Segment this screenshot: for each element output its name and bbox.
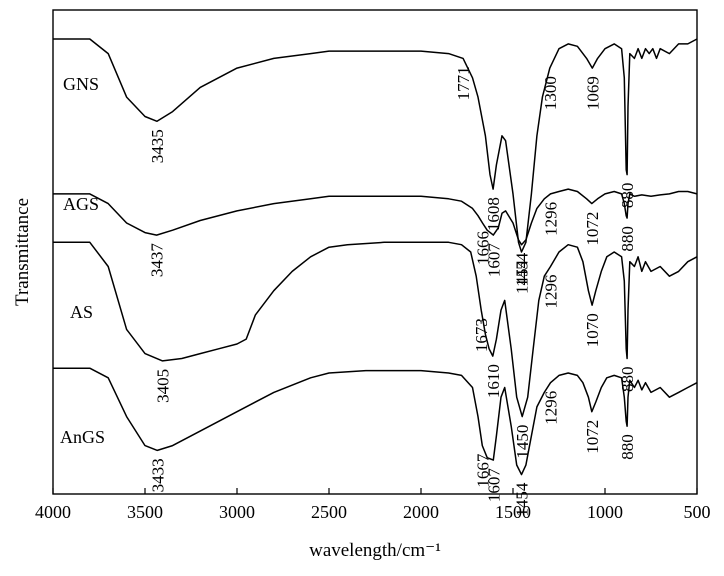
peak-label-angs-880: 880: [618, 434, 637, 460]
x-tick-label-500: 500: [684, 502, 711, 522]
x-tick-label-2500: 2500: [311, 502, 347, 522]
peak-label-angs-1454: 1454: [513, 482, 532, 516]
peak-label-ags-1666: 1666: [474, 231, 493, 265]
peak-label-gns-1454: 1454: [513, 260, 532, 295]
spectra-curves: [53, 38, 698, 476]
peak-label-angs-1072: 1072: [583, 420, 602, 454]
peak-label-ags-1454: 1454: [513, 252, 532, 287]
x-axis-tick-labels: 4000 3500 3000 2500 2000 1500 1000 500: [35, 502, 711, 522]
curve-gns: [53, 38, 698, 253]
peak-label-ags-1072: 1072: [583, 212, 602, 246]
x-axis-title: wavelength/cm⁻¹: [309, 540, 441, 561]
peak-label-angs-3433: 3433: [148, 458, 167, 492]
curve-as: [53, 241, 698, 418]
peak-label-as-1450: 1450: [513, 425, 532, 459]
peak-label-as-1673: 1673: [472, 318, 491, 352]
peak-label-as-1610: 1610: [484, 364, 503, 398]
peak-label-gns-1608: 1608: [484, 197, 503, 231]
peak-label-angs-1607: 1607: [484, 468, 503, 503]
series-labels: GNS AGS AS AnGS: [60, 74, 105, 447]
peak-label-gns-3435: 3435: [148, 129, 167, 163]
x-tick-label-4000: 4000: [35, 502, 71, 522]
x-tick-label-3000: 3000: [219, 502, 255, 522]
peak-label-angs-1296: 1296: [542, 391, 561, 425]
peak-label-ags-3437: 3437: [148, 243, 167, 278]
peak-label-as-880: 880: [618, 367, 637, 393]
peak-label-gns-880: 880: [618, 183, 637, 209]
peak-label-as-3405: 3405: [154, 369, 173, 403]
peak-label-gns-1771: 1771: [454, 66, 473, 100]
peak-label-as-1070: 1070: [583, 313, 602, 347]
series-label-angs: AnGS: [60, 427, 105, 447]
x-tick-label-2000: 2000: [403, 502, 439, 522]
series-label-gns: GNS: [63, 74, 99, 94]
peak-label-ags-1607: 1607: [484, 243, 503, 278]
x-tick-label-1500: 1500: [495, 502, 531, 522]
peak-label-ags-880: 880: [618, 226, 637, 252]
series-label-as: AS: [70, 302, 93, 322]
y-axis-title: Transmittance: [12, 198, 33, 306]
peak-label-gns-1300: 1300: [541, 76, 560, 110]
x-tick-label-3500: 3500: [127, 502, 163, 522]
x-tick-label-1000: 1000: [587, 502, 623, 522]
peak-label-angs-1667: 1667: [473, 453, 492, 488]
curve-ags: [53, 188, 698, 246]
curve-angs: [53, 367, 698, 476]
plot-frame: [52, 9, 698, 495]
x-axis-ticks: [52, 488, 698, 494]
peak-label-gns-1069: 1069: [583, 76, 602, 110]
series-label-ags: AGS: [63, 194, 99, 214]
peak-label-ags-1296: 1296: [542, 202, 561, 236]
peak-label-as-1296: 1296: [542, 275, 561, 309]
